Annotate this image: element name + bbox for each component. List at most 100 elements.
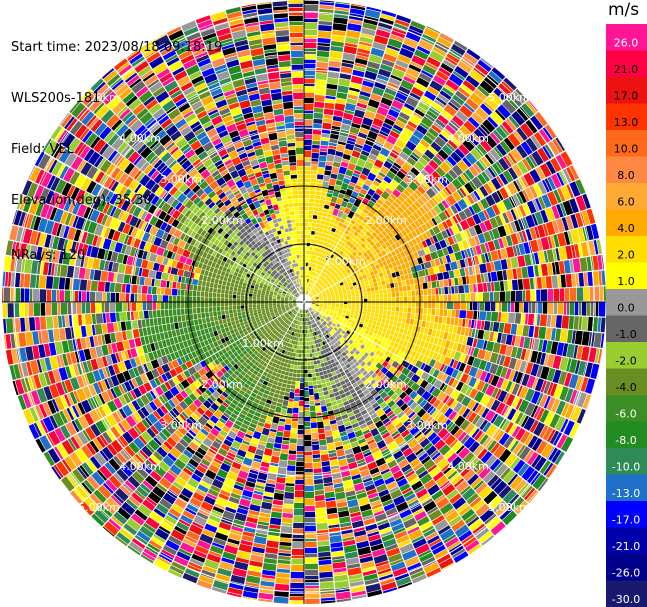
velocity-gate [503,392,510,404]
velocity-gate [327,304,332,307]
velocity-gate [152,310,157,318]
velocity-gate [116,341,125,352]
velocity-gate [307,361,311,366]
velocity-gate [344,302,348,305]
velocity-gate [435,353,442,362]
velocity-gate [204,297,209,302]
velocity-gate [573,345,578,359]
velocity-gate [189,314,194,321]
velocity-gate [224,302,229,307]
velocity-gate [309,400,315,406]
velocity-gate [322,466,331,473]
velocity-gate [298,349,302,354]
velocity-gate [222,318,227,324]
velocity-gate [320,379,326,384]
velocity-gate [505,380,513,392]
velocity-gate [277,369,282,374]
velocity-gate [316,522,328,530]
velocity-gate [201,318,207,324]
velocity-gate [65,327,72,340]
velocity-gate [408,336,414,343]
velocity-gate [320,593,335,598]
velocity-gate [95,302,102,313]
velocity-gate [315,402,321,406]
velocity-gate [479,311,487,321]
velocity-gate [176,282,181,289]
velocity-gate [294,490,304,498]
velocity-gate [411,358,418,366]
velocity-gate [304,505,315,512]
velocity-gate [257,472,268,481]
velocity-gate [304,491,315,499]
velocity-gate [213,288,217,293]
velocity-gate [268,465,278,474]
velocity-gate [293,508,304,516]
velocity-gate [321,366,327,371]
velocity-gate [364,329,370,335]
velocity-gate [536,314,541,326]
velocity-gate [28,303,34,317]
velocity-gate [486,311,492,321]
velocity-gate [561,315,569,329]
velocity-gate [408,324,413,331]
velocity-gate [253,536,267,545]
velocity-gate [160,309,165,317]
velocity-gate [326,402,332,407]
velocity-gate [534,378,544,392]
velocity-gate [383,302,388,306]
velocity-gate [57,303,61,315]
velocity-gate [143,310,149,319]
velocity-gate [404,354,411,362]
velocity-gate [285,418,292,425]
velocity-gate [428,350,435,359]
velocity-gate [331,316,336,320]
velocity-gate [293,349,297,353]
velocity-gate [331,307,335,310]
velocity-gate [225,285,230,291]
velocity-gate [422,364,432,374]
velocity-gate [511,335,516,346]
velocity-gate [110,292,116,302]
velocity-gate [452,360,459,369]
velocity-gate [568,374,579,389]
velocity-gate [473,310,480,320]
velocity-gate [342,312,346,316]
velocity-gate [453,302,461,310]
velocity-gate [51,289,57,302]
velocity-gate [221,289,225,294]
velocity-gate [290,364,294,369]
velocity-gate [282,437,290,441]
velocity-gate [368,319,373,324]
velocity-gate [25,317,30,332]
velocity-gate [282,366,287,371]
velocity-gate [501,405,509,416]
velocity-gate [375,325,380,331]
velocity-gate [444,375,452,385]
velocity-gate [171,330,177,337]
velocity-gate [217,284,222,289]
velocity-gate [320,597,336,601]
velocity-gate [325,430,333,437]
velocity-gate [401,352,407,360]
velocity-gate [305,579,319,583]
velocity-gate [539,352,546,366]
velocity-gate [503,356,512,368]
velocity-gate [217,315,222,321]
velocity-gate [577,392,587,408]
velocity-gate [334,378,340,384]
velocity-gate [51,303,58,316]
velocity-gate [294,388,300,394]
velocity-gate [270,511,282,519]
velocity-gate [439,331,445,339]
velocity-gate [208,307,213,312]
velocity-gate [329,376,334,382]
velocity-gate [316,529,329,535]
velocity-gate [201,286,206,292]
velocity-gate [104,282,110,292]
velocity-gate [25,331,34,346]
velocity-gate [468,388,479,399]
velocity-gate [137,319,142,329]
velocity-gate [306,337,309,342]
velocity-gate [101,323,108,334]
velocity-gate [377,330,382,336]
